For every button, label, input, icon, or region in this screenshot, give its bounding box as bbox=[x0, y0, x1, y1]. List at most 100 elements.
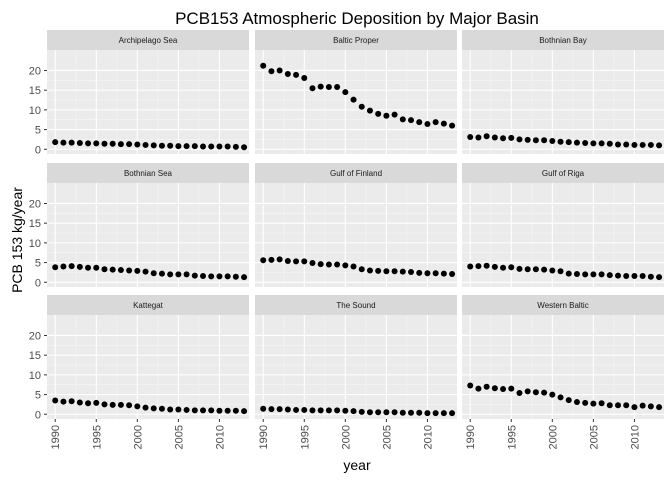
data-point bbox=[232, 407, 239, 414]
data-point bbox=[532, 389, 539, 396]
data-point bbox=[85, 140, 92, 147]
facet-strip bbox=[462, 30, 664, 50]
data-point bbox=[150, 142, 157, 149]
data-point bbox=[416, 119, 423, 126]
data-point bbox=[68, 263, 75, 270]
facet-strip bbox=[47, 163, 249, 183]
data-point bbox=[309, 85, 316, 92]
data-point bbox=[358, 266, 365, 273]
y-tick-label: 10 bbox=[29, 105, 41, 117]
data-point bbox=[432, 119, 439, 126]
facet-strip bbox=[462, 295, 664, 315]
y-tick-label: 10 bbox=[29, 370, 41, 382]
panel-background bbox=[255, 50, 457, 154]
data-point bbox=[52, 139, 59, 146]
data-point bbox=[158, 142, 165, 149]
y-tick-label: 15 bbox=[29, 350, 41, 362]
data-point bbox=[573, 271, 580, 277]
data-point bbox=[383, 268, 390, 275]
data-point bbox=[117, 141, 124, 148]
data-point bbox=[309, 407, 316, 414]
data-point bbox=[167, 406, 174, 413]
data-point bbox=[150, 405, 157, 412]
y-tick-label: 5 bbox=[35, 390, 41, 402]
data-point bbox=[216, 273, 223, 280]
data-point bbox=[224, 407, 231, 414]
data-point bbox=[391, 111, 398, 118]
facet-panels: Archipelago Sea 0 5 10 15 20 Baltic Proper Both… bbox=[29, 30, 664, 449]
x-tick-label: 1995 bbox=[91, 425, 103, 449]
data-point bbox=[606, 402, 613, 409]
data-point bbox=[565, 139, 572, 146]
data-point bbox=[432, 270, 439, 277]
data-point bbox=[516, 136, 523, 143]
x-tick-label: 1990 bbox=[465, 425, 477, 449]
data-point bbox=[52, 397, 59, 404]
data-point bbox=[399, 409, 406, 416]
data-point bbox=[134, 403, 141, 410]
data-point bbox=[541, 266, 548, 273]
data-point bbox=[216, 143, 223, 150]
data-point bbox=[167, 271, 174, 278]
facet-panel: Kattegat 0 5 10 15 20 1990 1995 2000 2005 2010 bbox=[29, 295, 249, 449]
data-point bbox=[208, 273, 215, 280]
data-point bbox=[284, 71, 291, 78]
data-point bbox=[383, 112, 390, 119]
x-tick-label: 2010 bbox=[214, 425, 226, 449]
data-point bbox=[200, 407, 207, 414]
data-point bbox=[408, 409, 415, 416]
y-tick-label: 5 bbox=[35, 258, 41, 270]
y-axis-title: PCB 153 kg/year bbox=[9, 187, 25, 293]
data-point bbox=[598, 271, 605, 278]
data-point bbox=[183, 406, 190, 413]
panel-background bbox=[462, 315, 664, 419]
data-point bbox=[408, 269, 415, 276]
y-tick-label: 5 bbox=[35, 125, 41, 137]
data-point bbox=[573, 399, 580, 406]
data-point bbox=[350, 408, 357, 415]
data-point bbox=[582, 271, 589, 278]
data-point bbox=[424, 270, 431, 277]
data-point bbox=[375, 267, 382, 274]
x-tick-label: 2005 bbox=[381, 425, 393, 449]
facet-strip-label: Kattegat bbox=[133, 301, 164, 310]
data-point bbox=[109, 401, 116, 408]
data-point bbox=[432, 410, 439, 417]
panel-background bbox=[255, 183, 457, 287]
facet-strip bbox=[47, 295, 249, 315]
facet-panel: Archipelago Sea 0 5 10 15 20 bbox=[29, 30, 249, 156]
data-point bbox=[656, 404, 663, 411]
data-point bbox=[358, 408, 365, 415]
data-point bbox=[241, 408, 248, 415]
data-point bbox=[142, 404, 149, 411]
data-point bbox=[268, 406, 275, 413]
data-point bbox=[647, 403, 654, 410]
facet-panel: Bothnian Sea 0 5 10 15 20 bbox=[29, 163, 249, 289]
data-point bbox=[549, 267, 556, 274]
data-point bbox=[598, 400, 605, 407]
data-point bbox=[117, 401, 124, 408]
data-point bbox=[467, 263, 474, 270]
facet-strip-label: The Sound bbox=[336, 301, 375, 310]
data-point bbox=[449, 410, 456, 417]
data-point bbox=[656, 142, 663, 149]
data-point bbox=[60, 263, 67, 270]
data-point bbox=[483, 133, 490, 140]
panel-background bbox=[255, 315, 457, 419]
data-point bbox=[191, 272, 198, 279]
data-point bbox=[500, 135, 507, 142]
data-point bbox=[532, 266, 539, 273]
data-point bbox=[158, 270, 165, 277]
data-point bbox=[516, 265, 523, 272]
data-point bbox=[325, 84, 332, 91]
facet-strip bbox=[462, 163, 664, 183]
data-point bbox=[126, 141, 133, 148]
y-tick-label: 20 bbox=[29, 198, 41, 210]
data-point bbox=[241, 274, 248, 281]
facet-strip-label: Archipelago Sea bbox=[119, 36, 178, 45]
facet-strip-label: Gulf of Riga bbox=[542, 169, 585, 178]
data-point bbox=[325, 261, 332, 268]
data-point bbox=[508, 385, 515, 392]
y-tick-label: 20 bbox=[29, 330, 41, 342]
